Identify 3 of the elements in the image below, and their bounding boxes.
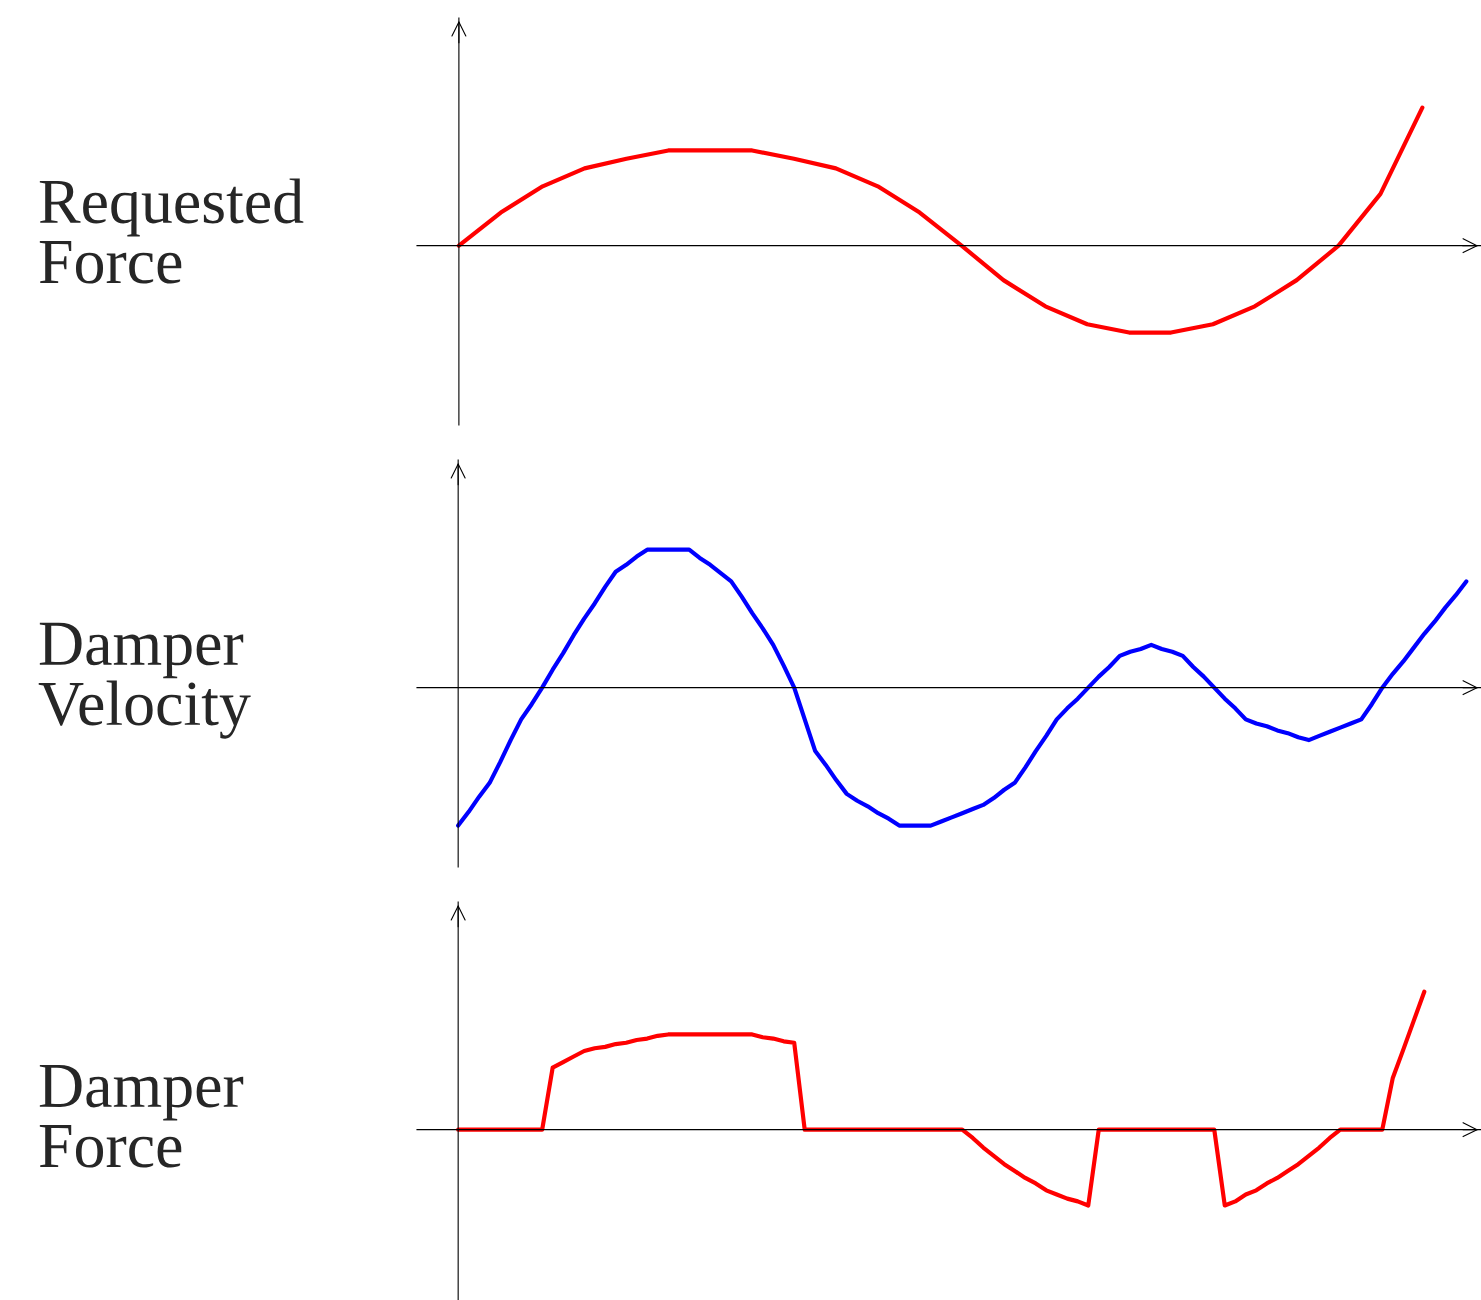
y-axis-title: Damper Velocity [38, 622, 251, 739]
y-axis-title: Damper Force [39, 1064, 244, 1168]
y-axis-title: Requested Force [39, 178, 304, 284]
